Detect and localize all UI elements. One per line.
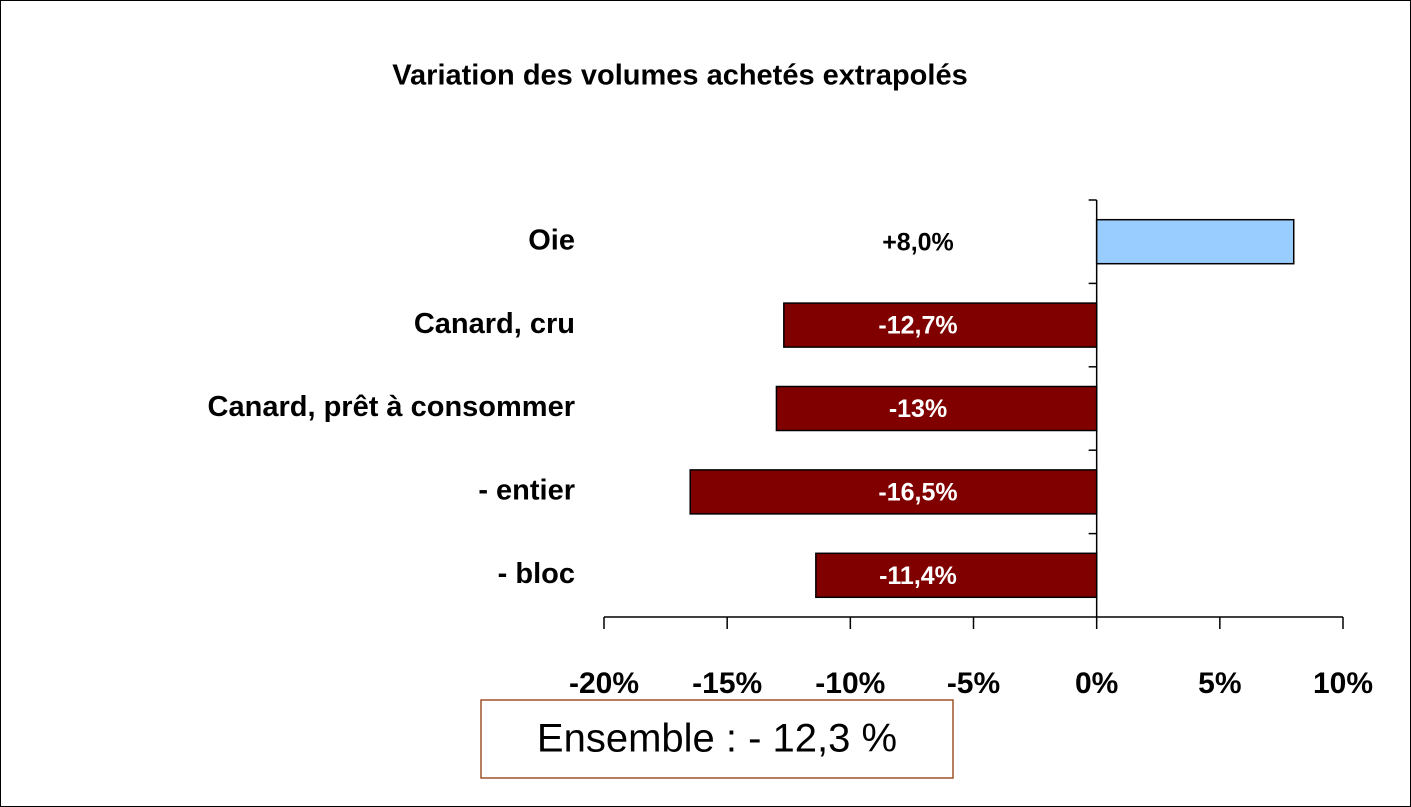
value-label: -12,7% — [878, 312, 957, 340]
x-tick-label: 10% — [1313, 667, 1373, 700]
category-label: Oie — [528, 224, 575, 256]
bar — [815, 552, 1098, 599]
value-label: -11,4% — [879, 562, 957, 590]
annotation: Ensemble : - 12,3 % — [537, 717, 897, 761]
x-tick-label: -20% — [569, 667, 639, 700]
bar — [783, 302, 1098, 348]
x-tick-label: 0% — [1075, 667, 1118, 700]
category-label: - bloc — [498, 558, 575, 590]
chart-title: Variation des volumes achetés extrapolés — [392, 60, 967, 92]
bar — [1095, 218, 1295, 265]
category-label: Canard, prêt à consommer — [208, 391, 575, 423]
value-label: +8,0% — [882, 228, 954, 256]
x-tick-label: -10% — [815, 667, 885, 700]
x-tick-label: -5% — [947, 667, 1000, 700]
x-tick-label: -15% — [692, 667, 762, 700]
bar — [775, 385, 1098, 432]
value-label: -13% — [889, 395, 947, 423]
value-label: -16,5% — [878, 479, 957, 507]
category-label: - entier — [478, 475, 575, 507]
bar — [689, 469, 1098, 515]
category-label: Canard, cru — [414, 308, 575, 340]
x-tick-label: 5% — [1198, 667, 1241, 700]
annotation-box — [480, 699, 954, 779]
